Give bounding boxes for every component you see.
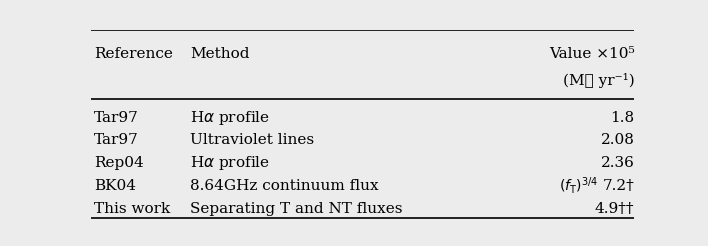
Text: 1.8: 1.8 <box>610 111 634 125</box>
Text: 8.64GHz continuum flux: 8.64GHz continuum flux <box>190 179 379 193</box>
Text: Ultraviolet lines: Ultraviolet lines <box>190 133 314 147</box>
Text: Tar97: Tar97 <box>94 111 139 125</box>
Text: Tar97: Tar97 <box>94 133 139 147</box>
Text: Method: Method <box>190 47 249 61</box>
Text: $(f_{\rm T})^{3/4}$: $(f_{\rm T})^{3/4}$ <box>559 175 598 196</box>
Text: This work: This work <box>94 201 170 215</box>
Text: 7.2†: 7.2† <box>603 179 634 193</box>
Text: Value ×10⁵: Value ×10⁵ <box>549 47 634 61</box>
Text: Reference: Reference <box>94 47 173 61</box>
Text: BK04: BK04 <box>94 179 136 193</box>
Text: 4.9††: 4.9†† <box>595 201 634 215</box>
Text: Separating T and NT fluxes: Separating T and NT fluxes <box>190 201 403 215</box>
Text: Rep04: Rep04 <box>94 156 144 170</box>
Text: H$\alpha$ profile: H$\alpha$ profile <box>190 154 270 172</box>
Text: H$\alpha$ profile: H$\alpha$ profile <box>190 108 270 127</box>
Text: (M☉ yr⁻¹): (M☉ yr⁻¹) <box>563 73 634 88</box>
Text: 2.36: 2.36 <box>600 156 634 170</box>
Text: 2.08: 2.08 <box>600 133 634 147</box>
